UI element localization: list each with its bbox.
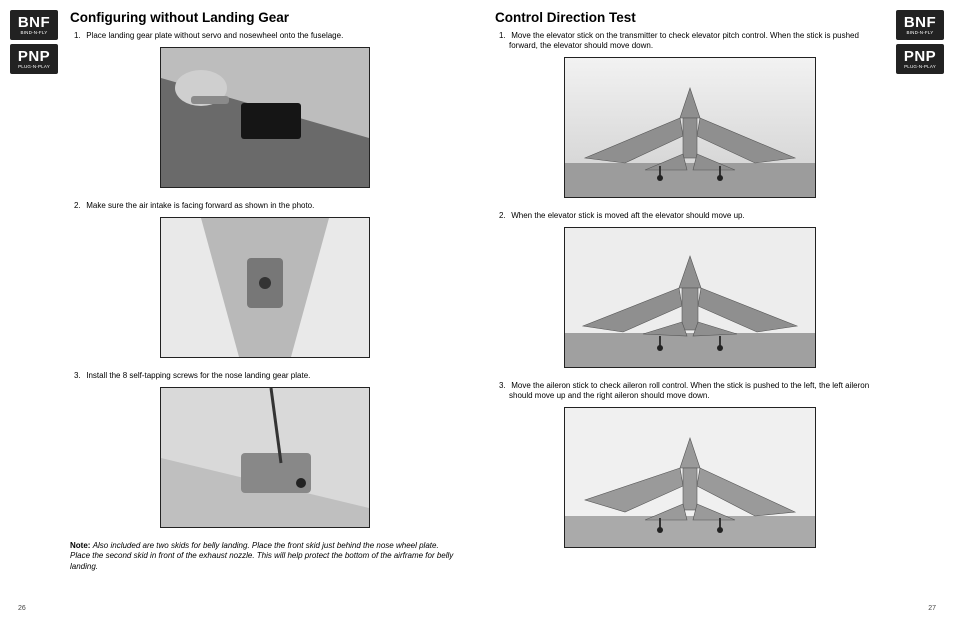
bnf-badge: BNF BIND-N-FLY xyxy=(10,10,58,40)
right-page-number: 27 xyxy=(928,605,936,612)
left-step-2: 2. Make sure the air intake is facing fo… xyxy=(70,201,459,211)
right-photo-3 xyxy=(564,407,816,548)
badges-right: BNF BIND-N-FLY PNP PLUG-N-PLAY xyxy=(896,10,944,74)
left-steps: 1. Place landing gear plate without serv… xyxy=(70,31,459,572)
left-photo-2 xyxy=(160,217,370,358)
left-step-3: 3. Install the 8 self-tapping screws for… xyxy=(70,371,459,381)
note-label: Note: xyxy=(70,541,90,550)
bnf-badge-r: BNF BIND-N-FLY xyxy=(896,10,944,40)
right-title: Control Direction Test xyxy=(495,10,884,25)
left-step-1-text: Place landing gear plate without servo a… xyxy=(86,31,343,40)
right-step-3: 3. Move the aileron stick to check ailer… xyxy=(495,381,884,401)
right-photo-2-wrap xyxy=(495,227,884,371)
left-step-3-text: Install the 8 self-tapping screws for th… xyxy=(86,371,310,380)
left-photo-1-wrap xyxy=(70,47,459,191)
pnp-sub-r: PLUG-N-PLAY xyxy=(904,65,936,70)
pnp-text-r: PNP xyxy=(904,49,936,64)
left-page-number: 26 xyxy=(18,605,26,612)
left-note: Note: Also included are two skids for be… xyxy=(70,541,459,572)
bnf-sub-r: BIND-N-FLY xyxy=(907,31,934,36)
left-step-1: 1. Place landing gear plate without serv… xyxy=(70,31,459,41)
right-step-1: 1. Move the elevator stick on the transm… xyxy=(495,31,884,51)
page-right: BNF BIND-N-FLY PNP PLUG-N-PLAY Control D… xyxy=(477,0,954,618)
badges-left: BNF BIND-N-FLY PNP PLUG-N-PLAY xyxy=(10,10,58,74)
right-step-2: 2. When the elevator stick is moved aft … xyxy=(495,211,884,221)
bnf-sub: BIND-N-FLY xyxy=(21,31,48,36)
bnf-text: BNF xyxy=(18,15,50,30)
pnp-sub: PLUG-N-PLAY xyxy=(18,65,50,70)
left-step-2-text: Make sure the air intake is facing forwa… xyxy=(86,201,314,210)
right-photo-2 xyxy=(564,227,816,368)
right-steps: 1. Move the elevator stick on the transm… xyxy=(495,31,884,551)
right-photo-3-wrap xyxy=(495,407,884,551)
left-photo-1 xyxy=(160,47,370,188)
pnp-badge-r: PNP PLUG-N-PLAY xyxy=(896,44,944,74)
left-photo-2-wrap xyxy=(70,217,459,361)
pnp-badge: PNP PLUG-N-PLAY xyxy=(10,44,58,74)
right-photo-1-wrap xyxy=(495,57,884,201)
left-photo-3 xyxy=(160,387,370,528)
left-title: Configuring without Landing Gear xyxy=(70,10,459,25)
right-step-1-text: Move the elevator stick on the transmitt… xyxy=(509,31,859,50)
bnf-text-r: BNF xyxy=(904,15,936,30)
right-step-2-text: When the elevator stick is moved aft the… xyxy=(511,211,744,220)
page-left: BNF BIND-N-FLY PNP PLUG-N-PLAY Configuri… xyxy=(0,0,477,618)
left-photo-3-wrap xyxy=(70,387,459,531)
note-body: Also included are two skids for belly la… xyxy=(70,541,453,571)
pnp-text: PNP xyxy=(18,49,50,64)
right-step-3-text: Move the aileron stick to check aileron … xyxy=(509,381,869,400)
right-photo-1 xyxy=(564,57,816,198)
